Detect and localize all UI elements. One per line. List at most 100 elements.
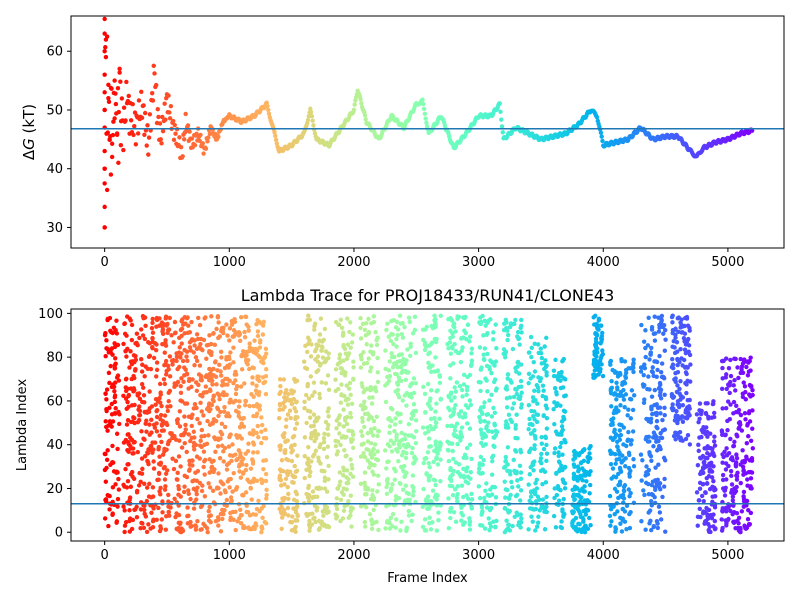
lambda-point [684,406,690,412]
lambda-point [701,498,706,504]
lambda-point [541,366,547,372]
lambda-point [396,379,402,384]
lambda-point [280,496,285,501]
delta-g-point [115,86,121,91]
lambda-point [370,488,375,493]
lambda-point [184,354,189,359]
lambda-point [285,505,291,511]
lambda-point [401,469,406,474]
lambda-point [556,370,562,376]
lambda-point [200,347,205,353]
lambda-point [650,370,656,375]
lambda-point [478,321,483,326]
lambda-point [222,445,228,451]
lambda-point [731,520,737,525]
lambda-point [205,529,210,535]
lambda-point [539,361,544,366]
lambda-point [123,349,128,354]
lambda-point [675,362,680,368]
lambda-point [339,382,344,387]
lambda-point [189,423,194,429]
lambda-point [364,342,369,347]
lambda-point [341,508,347,513]
lambda-point [321,439,327,445]
lambda-point [349,340,355,345]
lambda-point [198,527,203,532]
lambda-point [121,504,126,509]
lambda-point [420,524,426,530]
lambda-point [728,468,734,474]
lambda-point [191,486,197,492]
lambda-point [505,337,510,343]
lambda-point [224,462,230,468]
lambda-point [436,518,441,523]
lambda-point [346,428,351,433]
lambda-point [425,401,431,407]
lambda-point [156,477,161,482]
lambda-point [611,474,616,479]
lambda-point [171,340,176,345]
lambda-point [478,380,483,385]
lambda-point [212,360,218,365]
lambda-point [481,457,486,463]
lambda-point [655,426,660,431]
delta-g-point [152,71,157,76]
lambda-point [457,384,463,389]
lambda-point [642,492,647,498]
delta-g-point [309,114,315,119]
lambda-point [476,466,482,471]
lambda-point [114,519,120,524]
lambda-point [401,357,407,363]
lambda-point [211,394,216,399]
lambda-point [489,392,494,398]
lambda-point [310,489,316,494]
lambda-point [158,412,164,418]
lambda-point [412,327,418,333]
lambda-point [261,319,267,325]
lambda-point [163,314,169,319]
lambda-point [735,470,740,475]
lambda-point [410,473,416,478]
lambda-point [142,437,147,442]
lambda-point [217,455,223,461]
lambda-point [367,511,373,517]
delta-g-point [500,130,505,135]
delta-g-y-axis-label: ΔG (kT) [20,104,38,160]
lambda-point [662,427,668,432]
lambda-point [479,512,484,517]
lambda-point [480,470,485,476]
lambda-point [630,407,636,413]
lambda-point [651,523,657,529]
lambda-point [687,325,692,331]
lambda-point [307,415,313,420]
lambda-point [398,364,404,370]
lambda-point [394,517,399,522]
lambda-point [394,344,399,349]
lambda-point [677,402,682,408]
lambda-point [351,365,356,370]
lambda-point [348,345,353,350]
lambda-point [452,424,457,430]
lambda-point [659,361,665,366]
lambda-point [526,380,531,386]
lambda-point [115,373,121,378]
lambda-point [337,479,343,484]
lambda-point [112,329,118,334]
lambda-point [358,316,363,321]
lambda-point [723,406,729,411]
lambda-point [186,491,191,497]
lambda-point [448,316,453,321]
lambda-point [241,424,247,429]
lambda-point [211,469,216,475]
lambda-point [388,338,394,344]
lambda-point [529,354,534,360]
lambda-point [600,352,606,357]
lambda-point [362,480,367,486]
lambda-point [658,390,663,395]
lambda-point [559,440,564,446]
lambda-point [482,419,487,424]
delta-g-point [139,89,144,95]
lambda-point [182,473,187,479]
lambda-point [154,317,160,323]
lambda-point [194,346,200,352]
